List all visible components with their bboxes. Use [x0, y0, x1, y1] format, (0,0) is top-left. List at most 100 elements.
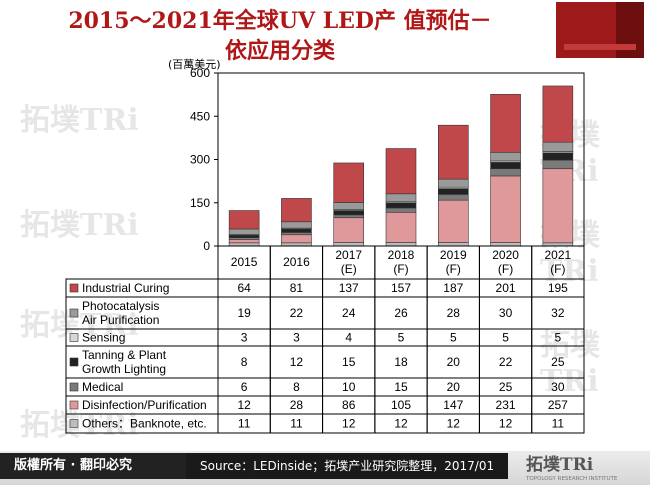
table-value: 30	[499, 306, 513, 320]
bar-segment-disinfection	[385, 211, 417, 243]
table-value: 15	[394, 380, 408, 394]
y-tick-label: 600	[190, 66, 210, 80]
bar-segment-industrial-curing	[281, 198, 312, 223]
table-value: 22	[290, 306, 304, 320]
bar-segment-tanning	[228, 235, 260, 238]
category-label: (F)	[393, 262, 408, 276]
table-value: 12	[447, 417, 461, 431]
table-value: 12	[237, 398, 251, 412]
table-value: 25	[499, 380, 513, 394]
table-value: 11	[552, 417, 565, 431]
bar-segment-industrial-curing	[228, 210, 260, 230]
bar-segment-others	[490, 242, 521, 247]
table-value: 18	[394, 355, 408, 369]
footer-bar: 版權所有 · 翻印必究 Source：LEDinside；拓墣产业研究院整理，2…	[0, 451, 650, 485]
table-value: 201	[496, 281, 516, 295]
bar-segment-disinfection	[281, 234, 312, 244]
legend-swatch	[69, 333, 79, 342]
bar-segment-photocatalysis	[228, 228, 260, 235]
category-label: (F)	[498, 262, 513, 276]
table-value: 28	[290, 398, 304, 412]
bar-segment-disinfection	[437, 199, 469, 243]
bar-segment-tanning	[437, 188, 469, 195]
table-value: 15	[342, 355, 356, 369]
legend-label: Medical	[82, 380, 123, 394]
legend-swatch	[69, 400, 79, 410]
bar-segment-disinfection	[228, 239, 260, 244]
legend-swatch	[69, 308, 79, 318]
bar-segment-industrial-curing	[490, 94, 521, 153]
category-label: (F)	[446, 262, 461, 276]
unit-label: (百萬美元)	[168, 58, 221, 71]
bar-segment-others	[333, 242, 365, 247]
table-value: 12	[394, 417, 408, 431]
bar-segment-photocatalysis	[333, 202, 365, 210]
table-value: 187	[443, 281, 463, 295]
y-tick-label: 0	[203, 239, 210, 253]
table-value: 11	[238, 417, 251, 431]
table-value: 12	[342, 417, 356, 431]
table-value: 3	[293, 331, 300, 345]
table-value: 11	[290, 417, 303, 431]
table-value: 6	[241, 380, 248, 394]
table-value: 25	[551, 355, 565, 369]
bar-segment-photocatalysis	[490, 151, 521, 162]
bar-segment-medical	[385, 207, 417, 213]
table-value: 10	[342, 380, 356, 394]
legend-label: Growth Lighting	[82, 362, 166, 376]
bar-segment-industrial-curing	[333, 162, 365, 203]
legend-swatch	[69, 283, 79, 293]
table-value: 30	[551, 380, 565, 394]
table-value: 20	[447, 355, 461, 369]
y-tick-label: 150	[190, 196, 210, 210]
legend-swatch	[69, 357, 79, 367]
table-value: 147	[443, 398, 463, 412]
table-value: 5	[555, 331, 562, 345]
table-value: 3	[241, 331, 248, 345]
table-value: 5	[450, 331, 457, 345]
title-line-1: 2015～2021年全球UV LED产 值预估－	[68, 8, 492, 34]
legend-label: Industrial Curing	[82, 281, 169, 295]
table-cell	[531, 413, 585, 434]
legend-label: Photocatalysis	[82, 299, 159, 313]
category-label: (E)	[341, 262, 357, 276]
bar-segment-photocatalysis	[542, 141, 574, 152]
table-value: 26	[394, 306, 408, 320]
legend-label: Sensing	[82, 331, 125, 345]
bar-segment-tanning	[281, 228, 312, 233]
table-value: 12	[499, 417, 513, 431]
copyright-notice: 版權所有 · 翻印必究	[0, 453, 196, 479]
bar-segment-medical	[490, 168, 521, 177]
source-note: Source：LEDinside；拓墣产业研究院整理，2017/01	[186, 453, 509, 479]
legend-label: Disinfection/Purification	[82, 398, 207, 412]
brand-logo-text: 拓墣TRi	[526, 455, 594, 475]
bar-segment-industrial-curing	[385, 148, 417, 195]
table-value: 137	[339, 281, 359, 295]
category-label: 2015	[231, 255, 258, 269]
brand-footer-logo: 拓墣TRi TOPOLOGY RESEARCH INSTITUTE	[525, 455, 618, 482]
category-label: 2016	[283, 255, 310, 269]
legend-label: Others：Banknote, etc.	[82, 417, 207, 431]
bar-segment-disinfection	[490, 175, 521, 243]
table-value: 4	[345, 331, 352, 345]
category-label: 2018	[388, 248, 415, 262]
table-value: 5	[398, 331, 405, 345]
bar-segment-tanning	[490, 162, 521, 170]
legend-swatch	[69, 419, 79, 428]
table-value: 24	[342, 306, 356, 320]
category-label: 2017	[335, 248, 362, 262]
brand-sub-text: TOPOLOGY RESEARCH INSTITUTE	[525, 476, 618, 482]
table-value: 20	[447, 380, 461, 394]
y-tick-label: 300	[190, 153, 210, 167]
legend-label: Air Purification	[82, 313, 159, 327]
table-value: 19	[237, 306, 251, 320]
bar-segment-medical	[281, 232, 312, 236]
bar-segment-photocatalysis	[281, 221, 312, 229]
table-value: 32	[551, 306, 565, 320]
bar-segment-disinfection	[542, 168, 574, 244]
bar-segment-photocatalysis	[385, 193, 417, 202]
bar-segment-medical	[333, 214, 365, 219]
category-label: 2021	[545, 248, 572, 262]
table-value: 64	[237, 281, 251, 295]
